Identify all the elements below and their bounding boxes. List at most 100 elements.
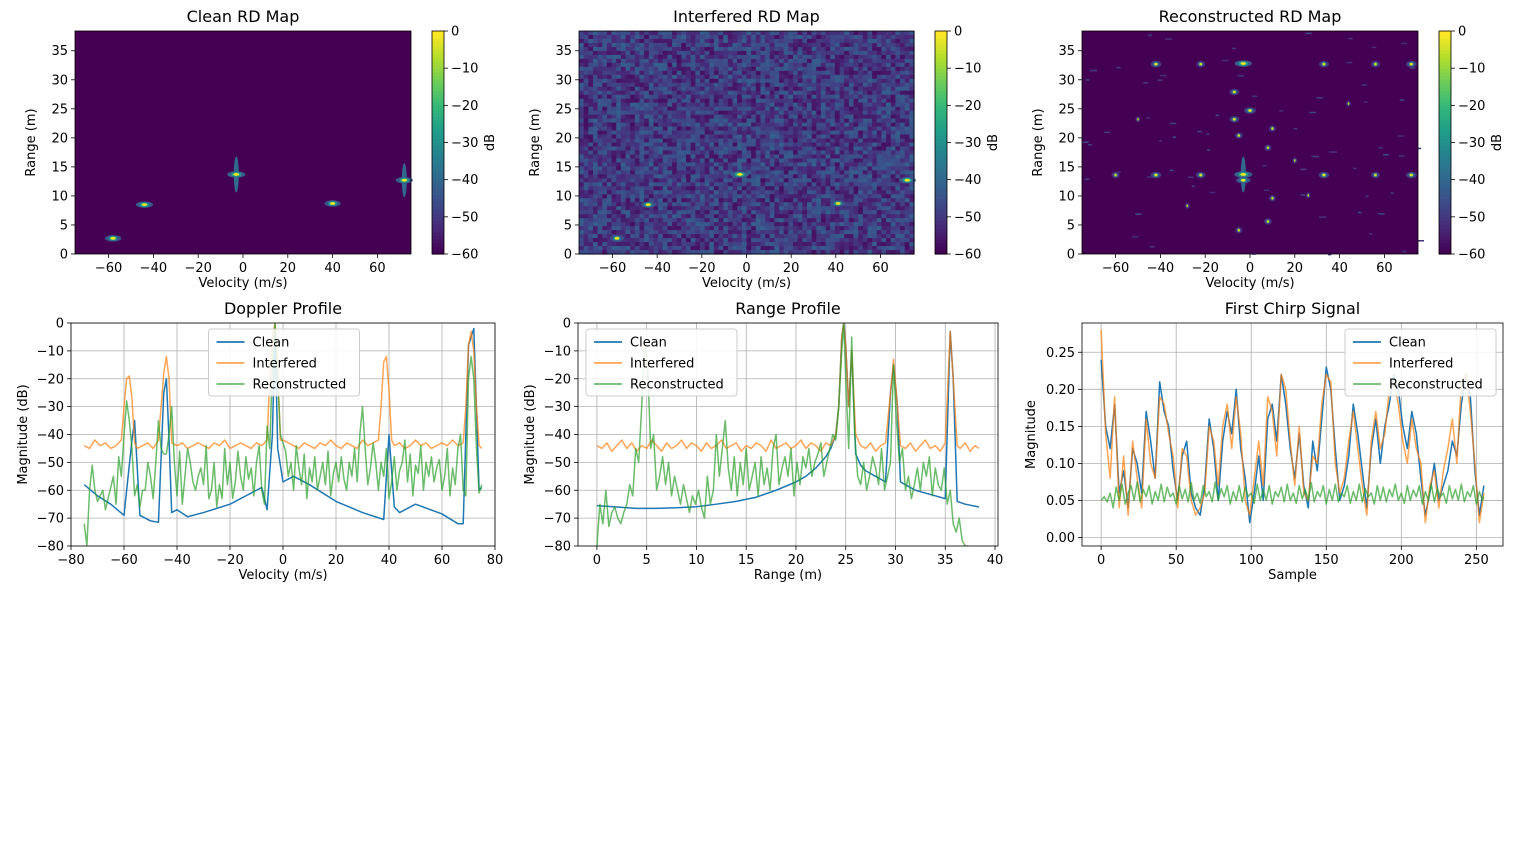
heatmap-noise-cell [625, 194, 631, 199]
heatmap-noise-cell [811, 50, 817, 56]
heatmap-noise-cell [839, 130, 845, 136]
heatmap-noise-cell [579, 174, 585, 179]
heatmap-noise-cell [639, 134, 645, 140]
heatmap-noise-cell [853, 178, 859, 183]
heatmap-noise-cell [681, 86, 687, 92]
heatmap-noise-cell [713, 150, 720, 156]
heatmap-noise-cell [597, 134, 603, 140]
heatmap-noise-cell [723, 42, 729, 48]
heatmap-noise-cell [844, 102, 850, 108]
heatmap-noise-cell [895, 122, 901, 128]
heatmap-noise-cell [839, 98, 845, 104]
heatmap-noise-cell [653, 150, 659, 156]
colorbar-segment [432, 183, 444, 188]
heatmap-noise-cell [616, 31, 622, 36]
heatmap-noise-cell [816, 190, 822, 195]
heatmap-noise-cell [872, 186, 878, 191]
heatmap-noise-cell [867, 250, 873, 255]
heatmap-noise-cell [909, 210, 915, 215]
heatmap-noise-cell [639, 54, 645, 60]
heatmap-noise-cell [755, 190, 762, 195]
heatmap-noise-cell [690, 66, 696, 72]
heatmap-noise-cell [737, 218, 743, 223]
heatmap-noise-cell [648, 214, 655, 219]
colorbar-segment [1439, 38, 1451, 43]
heatmap-noise-cell [853, 31, 859, 36]
heatmap-noise-cell [839, 110, 845, 116]
heatmap-noise-cell [704, 42, 710, 48]
heatmap-noise-cell [727, 31, 734, 36]
heatmap-noise-cell [746, 42, 752, 48]
heatmap-noise-cell [704, 190, 710, 195]
heatmap-noise-cell [853, 182, 859, 187]
heatmap-noise-cell [904, 126, 910, 132]
heatmap-noise-cell [904, 38, 910, 44]
heatmap-noise-cell [848, 246, 855, 251]
heatmap-noise-cell [881, 162, 887, 167]
heatmap-noise-cell [732, 186, 738, 191]
heatmap-noise-cell [760, 126, 766, 132]
heatmap-noise-cell [620, 114, 627, 120]
heatmap-noise-cell [788, 102, 794, 108]
heatmap-noise-cell [811, 226, 817, 231]
y-tick-label: 0 [1067, 248, 1075, 263]
heatmap-noise-cell [648, 218, 655, 223]
heatmap-noise-cell [662, 190, 668, 195]
heatmap-noise-cell [634, 114, 641, 120]
heatmap-noise-cell [681, 98, 687, 104]
heatmap-noise-cell [672, 214, 678, 219]
heatmap-noise-cell [783, 118, 789, 124]
heatmap-peak-core [1237, 134, 1241, 137]
heatmap-noise-cell [583, 94, 589, 100]
heatmap-noise-cell [667, 142, 673, 148]
heatmap-noise-cell [704, 194, 710, 199]
x-tick-label: −40 [643, 261, 670, 276]
x-tick-label: 40 [381, 553, 398, 568]
heatmap-noise-cell [765, 66, 771, 72]
heatmap-noise-cell [727, 166, 734, 171]
heatmap-noise-cell [639, 170, 645, 175]
heatmap-noise-cell [620, 182, 627, 187]
heatmap-noise-cell [690, 54, 696, 60]
heatmap-noise-cell [602, 198, 608, 203]
heatmap-noise-cell [839, 174, 845, 179]
colorbar-segment [935, 123, 947, 129]
heatmap-noise-cell [695, 202, 701, 207]
heatmap-noise-cell [741, 94, 748, 100]
heatmap-noise-cell [760, 142, 766, 148]
heatmap-noise-cell [695, 142, 701, 148]
x-tick-label: 100 [1239, 553, 1264, 568]
colorbar-tick-label: −30 [954, 136, 981, 151]
heatmap-noise-cell [616, 134, 622, 140]
y-tick-label: 15 [1058, 160, 1075, 175]
heatmap-noise-cell [681, 198, 687, 203]
heatmap-noise-cell [690, 106, 696, 112]
colorbar-segment [935, 198, 947, 203]
heatmap-noise-cell [820, 186, 827, 191]
heatmap-noise-cell [839, 58, 845, 64]
heatmap-peak-core [1237, 228, 1240, 232]
heatmap-noise-cell [858, 126, 864, 132]
heatmap-noise-cell [848, 46, 855, 52]
heatmap-noise-cell [876, 194, 883, 199]
heatmap-noise-cell [620, 218, 627, 223]
heatmap-noise-cell [695, 194, 701, 199]
heatmap-noise-cell [802, 194, 808, 199]
heatmap-noise-cell [676, 190, 682, 195]
heatmap-noise-cell [704, 70, 710, 76]
heatmap-noise-cell [602, 214, 608, 219]
heatmap-noise-cell [774, 38, 780, 44]
heatmap-noise-cell [839, 82, 845, 88]
heatmap-noise-cell [602, 194, 608, 199]
heatmap-noise-cell [695, 234, 701, 239]
heatmap-noise-cell [634, 170, 641, 175]
heatmap-noise-cell [806, 78, 813, 84]
heatmap-noise-cell [616, 174, 622, 179]
heatmap-noise-cell [811, 122, 817, 128]
heatmap-noise-cell [802, 86, 808, 92]
heatmap-noise-cell [616, 202, 622, 207]
heatmap-noise-cell [848, 86, 855, 92]
heatmap-noise-cell [597, 94, 603, 100]
heatmap-noise-cell [765, 206, 771, 211]
heatmap-noise-cell [695, 62, 701, 68]
